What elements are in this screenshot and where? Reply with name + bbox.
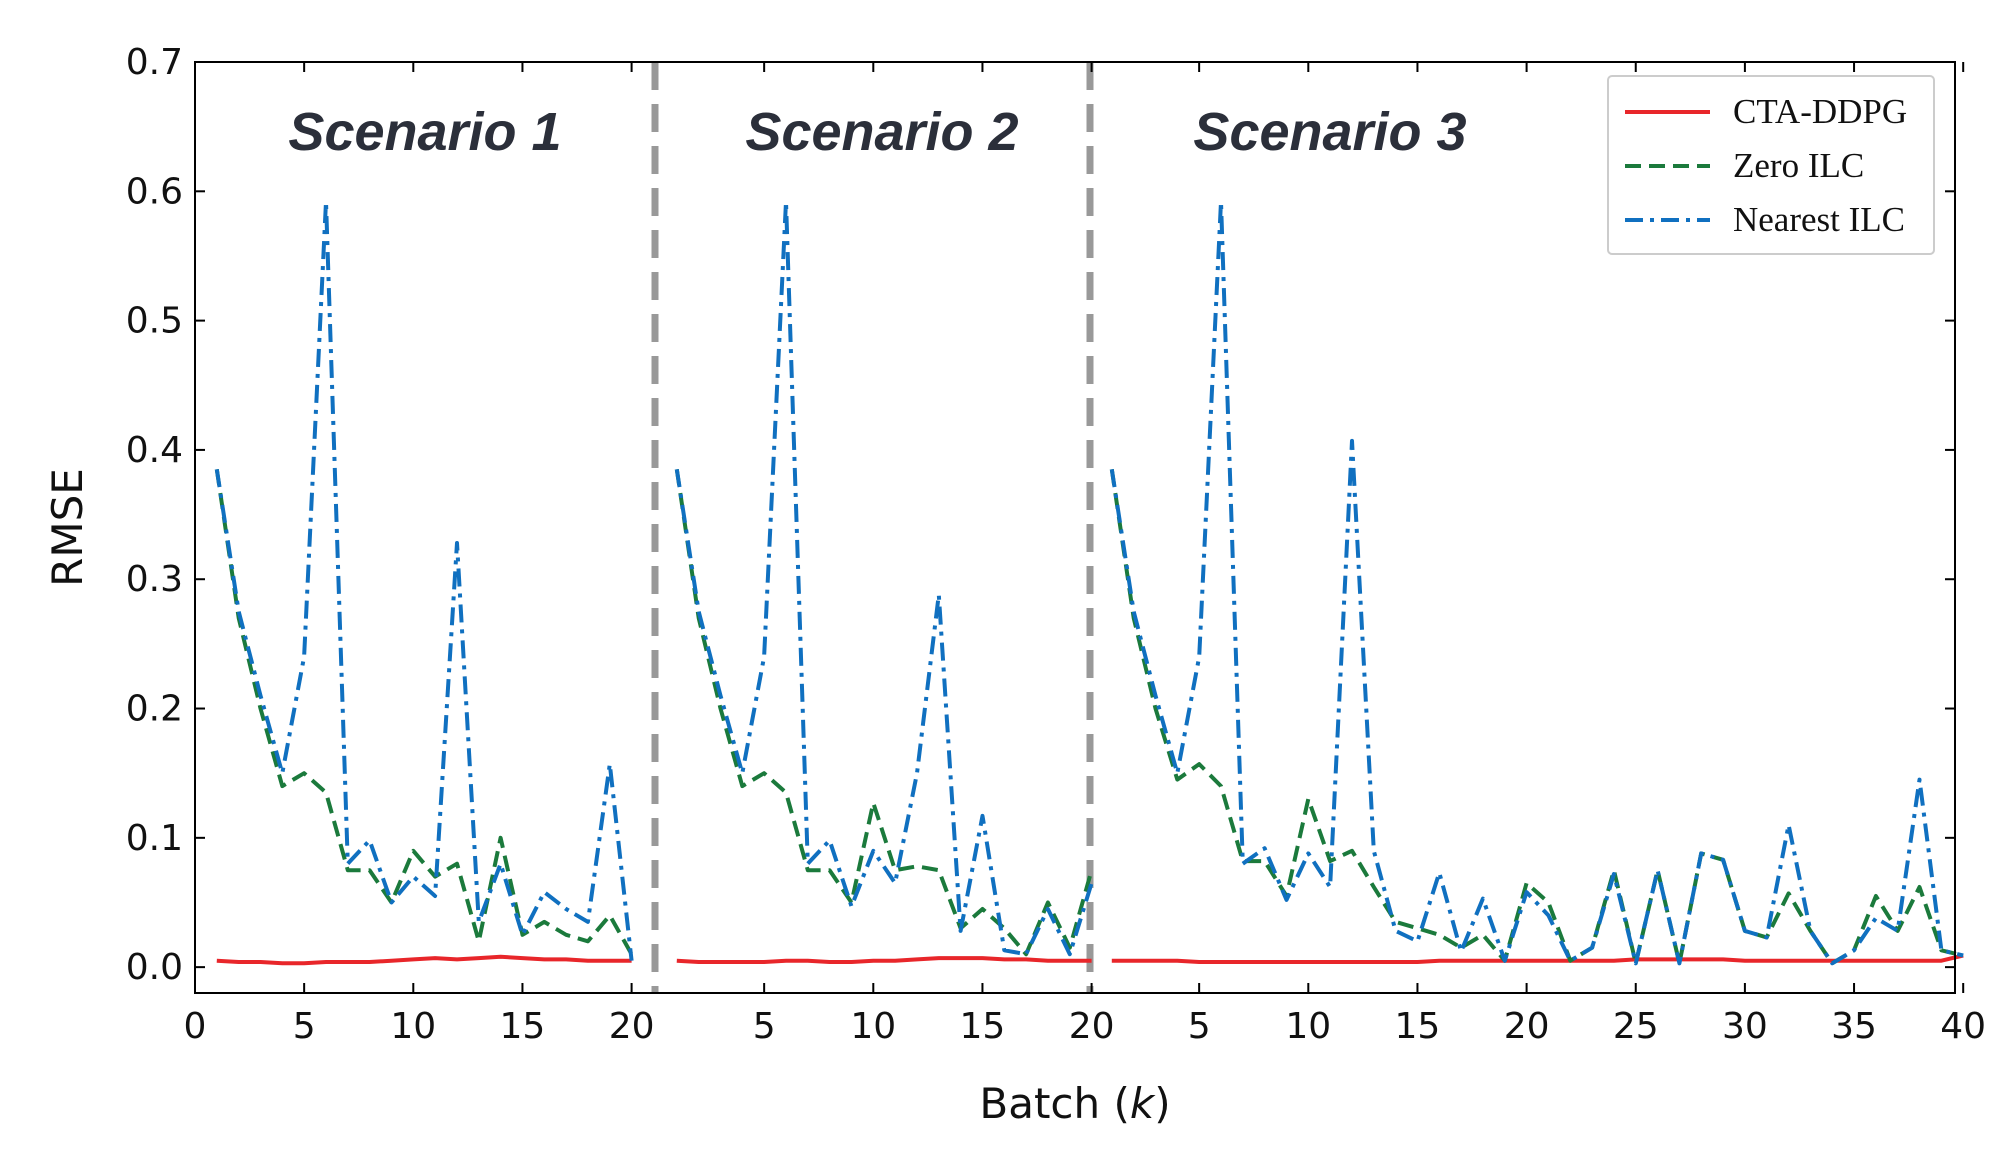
- x-axis-ticks: 0 5 10 15 20 5 10 15 20 5 10 15 20 25 30 35 40: [184, 62, 1986, 1047]
- y-tick-label: 0.5: [126, 301, 183, 342]
- x-axis-title: Batch (k): [979, 1079, 1170, 1128]
- x-tick-label: 15: [500, 1006, 546, 1047]
- series-line-zero-ilc-scenario-1: [214, 469, 634, 956]
- x-tick-label: 15: [1395, 1006, 1441, 1047]
- series-line-cta-ddpg-scenario-1: [216, 954, 632, 966]
- series-line-cta-ddpg-scenario-3: [1111, 953, 1964, 964]
- x-tick-label: 35: [1831, 1006, 1877, 1047]
- x-tick-label: 40: [1940, 1006, 1986, 1047]
- y-tick-label: 0.7: [126, 42, 183, 83]
- x-tick-label: 20: [609, 1006, 655, 1047]
- legend-label-1: CTA-DDPG: [1733, 92, 1907, 131]
- legend-box: [1607, 75, 1935, 255]
- x-tick-label: 25: [1613, 1006, 1659, 1047]
- scenario-dividers: [651, 62, 1094, 993]
- series-lines: [214, 199, 1964, 966]
- y-tick-label: 0.1: [126, 818, 183, 859]
- y-tick-label: 0.3: [126, 559, 183, 600]
- series-line-zero-ilc-scenario-3: [1109, 469, 1964, 966]
- x-tick-label: 10: [850, 1006, 896, 1047]
- x-tick-label: 15: [960, 1006, 1006, 1047]
- y-tick-label: 0.0: [126, 947, 183, 988]
- legend-label-3: Nearest ILC: [1733, 200, 1905, 239]
- series-line-nearest-ilc-scenario-2: [674, 199, 1094, 957]
- series-line-zero-ilc-scenario-2: [674, 469, 1094, 957]
- x-tick-label: 30: [1722, 1006, 1768, 1047]
- scenario-labels: Scenario 1 Scenario 2 Scenario 3: [288, 102, 1466, 162]
- x-tick-label: 20: [1504, 1006, 1550, 1047]
- y-tick-label: 0.2: [126, 689, 183, 730]
- x-tick-label: 5: [753, 1006, 776, 1047]
- x-tick-label: 5: [293, 1006, 316, 1047]
- series-line-nearest-ilc-scenario-3: [1109, 199, 1964, 966]
- legend-label-2: Zero ILC: [1733, 146, 1864, 185]
- x-tick-label: 20: [1069, 1006, 1115, 1047]
- series-line-nearest-ilc-scenario-1: [214, 199, 634, 961]
- scenario-label-2: Scenario 2: [745, 102, 1018, 162]
- scenario-label-3: Scenario 3: [1193, 102, 1466, 162]
- x-tick-label: 10: [390, 1006, 436, 1047]
- plot-frame: [194, 61, 1956, 994]
- y-tick-label: 0.4: [126, 430, 183, 471]
- y-axis-title: RMSE: [43, 468, 92, 587]
- y-tick-label: 0.6: [126, 171, 183, 212]
- x-tick-label: 5: [1188, 1006, 1211, 1047]
- x-tick-label: 0: [184, 1006, 207, 1047]
- legend: CTA-DDPG Zero ILC Nearest ILC: [1607, 75, 1935, 255]
- x-tick-label: 10: [1285, 1006, 1331, 1047]
- y-axis-ticks: 0.0 0.1 0.2 0.3 0.4 0.5 0.6 0.7: [126, 42, 1955, 988]
- series-line-cta-ddpg-scenario-2: [676, 956, 1092, 964]
- scenario-label-1: Scenario 1: [288, 102, 561, 162]
